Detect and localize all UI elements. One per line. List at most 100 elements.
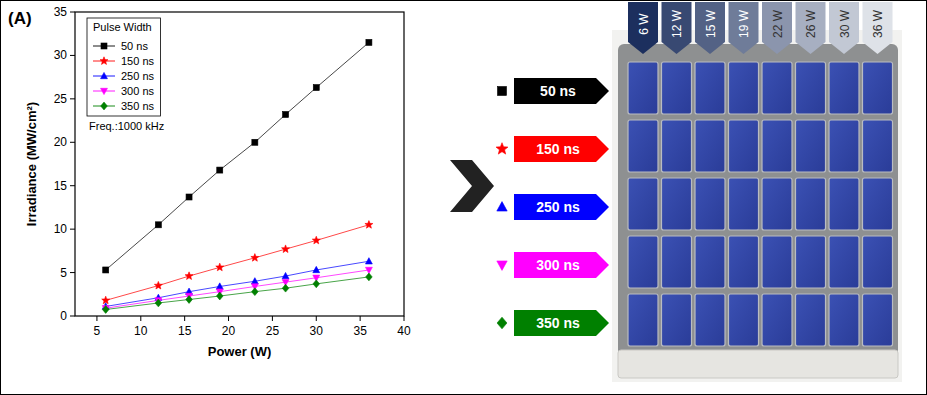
y-tick bbox=[70, 316, 75, 317]
data-point bbox=[366, 39, 372, 45]
data-point bbox=[216, 283, 223, 289]
data-point bbox=[365, 221, 373, 229]
sample-tile bbox=[796, 294, 826, 346]
x-tick-label: 30 bbox=[310, 324, 324, 338]
sample-tile bbox=[829, 178, 859, 230]
data-point bbox=[216, 263, 224, 271]
sample-tile bbox=[829, 294, 859, 346]
column-tag bbox=[695, 2, 725, 54]
series-line bbox=[106, 42, 369, 270]
row-tag bbox=[514, 78, 609, 104]
sample-tile bbox=[762, 236, 792, 288]
data-point bbox=[216, 292, 223, 300]
x-tick-label: 35 bbox=[353, 324, 367, 338]
sample-tile bbox=[863, 178, 893, 230]
column-label: 15 W bbox=[704, 9, 718, 38]
series-line bbox=[106, 277, 369, 310]
sample-tile bbox=[762, 120, 792, 172]
sample-tile bbox=[762, 62, 792, 114]
data-point bbox=[365, 258, 372, 264]
sample-tile bbox=[863, 236, 893, 288]
x-tick-label: 20 bbox=[222, 324, 236, 338]
sample-tile bbox=[863, 120, 893, 172]
sample-tile bbox=[695, 236, 725, 288]
sample-tile bbox=[695, 62, 725, 114]
plot-frame bbox=[75, 12, 404, 316]
row-marker bbox=[496, 143, 508, 154]
row-marker bbox=[497, 202, 507, 211]
y-tick bbox=[70, 185, 75, 186]
y-tick-label: 20 bbox=[54, 135, 68, 149]
x-tick bbox=[404, 316, 405, 321]
legend: Pulse Width50 ns150 ns250 ns300 ns350 ns bbox=[87, 18, 161, 116]
sample-tile bbox=[829, 120, 859, 172]
column-tag bbox=[796, 2, 826, 54]
data-point bbox=[252, 139, 258, 145]
x-tick-label: 40 bbox=[397, 324, 411, 338]
column-label: 6 W bbox=[637, 13, 651, 35]
panel-label: (A) bbox=[8, 9, 32, 28]
sample-tile bbox=[628, 294, 658, 346]
series-line bbox=[106, 261, 369, 306]
data-point bbox=[366, 273, 373, 281]
x-tick-label: 5 bbox=[94, 324, 101, 338]
sample-tile bbox=[628, 236, 658, 288]
sample-tile bbox=[729, 120, 759, 172]
legend-marker bbox=[101, 72, 108, 78]
legend-marker bbox=[101, 88, 108, 94]
sample-tile bbox=[863, 294, 893, 346]
y-tick-label: 35 bbox=[54, 5, 68, 19]
chevron-arrow bbox=[450, 160, 494, 212]
x-axis-title: Power (W) bbox=[208, 344, 272, 359]
sample-tile bbox=[662, 120, 692, 172]
legend-title: Pulse Width bbox=[93, 21, 152, 33]
sample-tile bbox=[662, 62, 692, 114]
column-label: 22 W bbox=[771, 9, 785, 38]
y-tick-label: 25 bbox=[54, 92, 68, 106]
sample-tile bbox=[796, 62, 826, 114]
row-marker bbox=[498, 87, 507, 96]
legend-label: 350 ns bbox=[121, 100, 155, 112]
data-point bbox=[103, 267, 109, 273]
row-label: 50 ns bbox=[540, 83, 576, 99]
row-tag bbox=[514, 136, 609, 162]
data-point bbox=[282, 284, 289, 292]
x-tick bbox=[140, 316, 141, 321]
axes: 51015202530354005101520253035Power (W)Ir… bbox=[24, 5, 411, 359]
data-point bbox=[186, 194, 192, 200]
y-tick-label: 10 bbox=[54, 222, 68, 236]
sample-tile bbox=[729, 294, 759, 346]
annotation: Freq.:1000 kHz bbox=[89, 120, 164, 132]
x-tick-label: 10 bbox=[134, 324, 148, 338]
data-point bbox=[312, 236, 320, 244]
row-marker bbox=[497, 317, 507, 329]
sample-holder bbox=[618, 44, 898, 356]
y-tick-label: 30 bbox=[54, 48, 68, 62]
data-point bbox=[185, 272, 193, 280]
row-marker bbox=[497, 261, 507, 270]
sample-tile bbox=[662, 236, 692, 288]
sample-tile bbox=[729, 62, 759, 114]
row-label: 250 ns bbox=[536, 199, 580, 215]
legend-box bbox=[87, 18, 161, 116]
legend-label: 250 ns bbox=[121, 70, 155, 82]
x-tick bbox=[184, 316, 185, 321]
data-point bbox=[251, 278, 258, 284]
sample-tile bbox=[796, 236, 826, 288]
photo-background bbox=[612, 30, 902, 382]
sample-tile bbox=[729, 178, 759, 230]
sample-tile bbox=[729, 236, 759, 288]
series-line bbox=[106, 270, 369, 308]
data-point bbox=[102, 306, 109, 314]
sample-tile bbox=[796, 120, 826, 172]
plot-data bbox=[102, 39, 373, 313]
data-point bbox=[282, 272, 289, 278]
y-tick-label: 15 bbox=[54, 179, 68, 193]
y-tick bbox=[70, 55, 75, 56]
x-tick bbox=[96, 316, 97, 321]
data-point bbox=[217, 167, 223, 173]
data-point bbox=[154, 281, 162, 289]
y-tick-label: 0 bbox=[60, 309, 67, 323]
figure-frame bbox=[1, 1, 927, 395]
y-tick bbox=[70, 98, 75, 99]
